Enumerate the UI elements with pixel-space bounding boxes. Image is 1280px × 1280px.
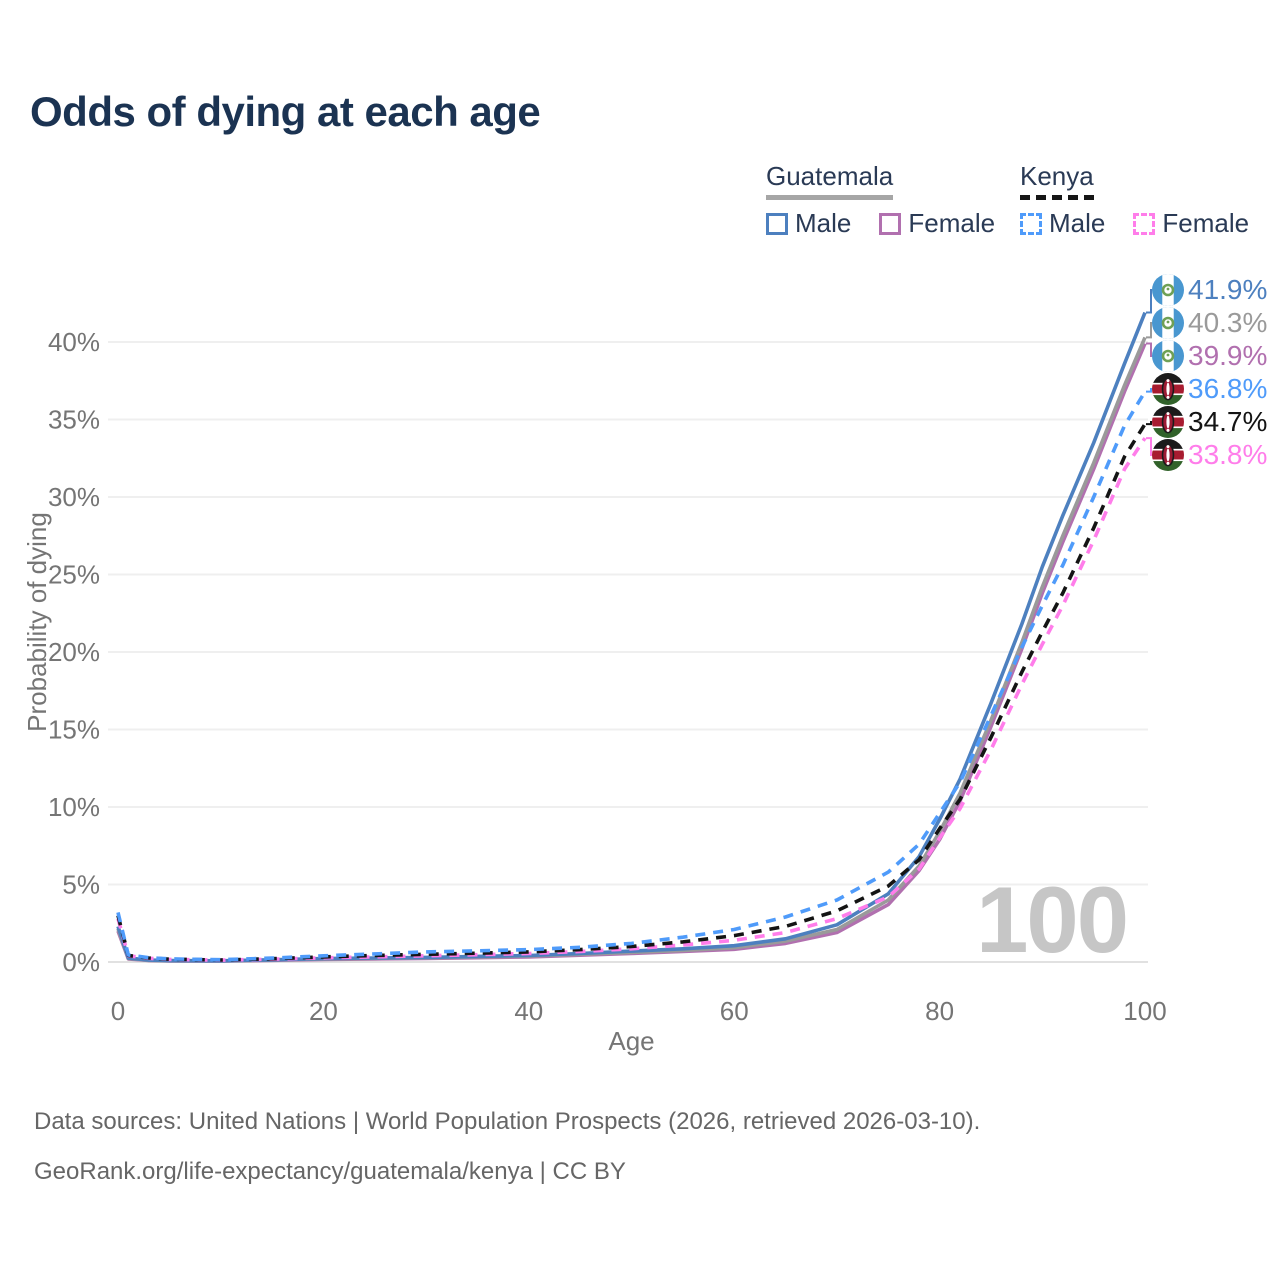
legend-entries-kenya: Male Female: [1020, 208, 1269, 239]
end-label-leader-guatemala-both: [1146, 322, 1152, 339]
data-sources-text: Data sources: United Nations | World Pop…: [34, 1108, 981, 1135]
end-value-label-kenya-both: 34.7%: [1188, 406, 1267, 437]
kenya-female-swatch-icon: [1133, 212, 1156, 235]
legend-entry-guatemala-male[interactable]: Male: [766, 208, 851, 239]
y-tick-label-30pct: 30%: [48, 482, 100, 512]
legend-entry-kenya-male[interactable]: Male: [1020, 208, 1105, 239]
end-value-label-guatemala-male: 41.9%: [1188, 274, 1267, 305]
x-tick-label-40: 40: [514, 996, 543, 1026]
x-tick-label-100: 100: [1123, 996, 1166, 1026]
kenya-flag-icon: [1152, 439, 1184, 471]
y-tick-label-0pct: 0%: [62, 947, 100, 977]
legend: Guatemala Male Female Kenya Male Female: [0, 161, 1280, 251]
legend-country-guatemala[interactable]: Guatemala: [766, 161, 894, 200]
age-watermark: 100: [976, 867, 1127, 972]
attribution-text: GeoRank.org/life-expectancy/guatemala/ke…: [34, 1158, 626, 1185]
y-tick-label-10pct: 10%: [48, 792, 100, 822]
guatemala-female-swatch-icon: [879, 212, 902, 235]
end-value-label-guatemala-female: 39.9%: [1188, 340, 1267, 371]
legend-group-kenya: Kenya Male Female: [1020, 161, 1269, 239]
end-label-leader-guatemala-male: [1146, 289, 1152, 314]
kenya-flag-icon: [1152, 406, 1184, 438]
x-tick-label-60: 60: [720, 996, 749, 1026]
legend-label-kenya-female: Female: [1162, 208, 1250, 238]
y-tick-label-40pct: 40%: [48, 327, 100, 357]
end-label-leader-kenya-both: [1146, 421, 1152, 426]
series-line-kenya-both[interactable]: [116, 423, 1147, 962]
y-tick-label-20pct: 20%: [48, 637, 100, 667]
legend-label-guatemala-male: Male: [795, 208, 852, 238]
series-line-guatemala-male[interactable]: [116, 311, 1147, 963]
legend-entry-kenya-female[interactable]: Female: [1133, 208, 1249, 239]
y-tick-label-35pct: 35%: [48, 405, 100, 435]
legend-label-kenya-male: Male: [1049, 208, 1106, 238]
end-label-leader-kenya-female: [1146, 437, 1152, 456]
y-axis-title: Probability of dying: [22, 512, 52, 732]
series-line-kenya-male[interactable]: [116, 390, 1147, 962]
page-title: Odds of dying at each age: [30, 88, 541, 135]
end-label-leader-guatemala-female: [1146, 342, 1152, 357]
kenya-flag-icon: [1152, 373, 1184, 405]
guatemala-male-swatch-icon: [766, 212, 788, 235]
y-tick-label-5pct: 5%: [62, 870, 100, 900]
y-tick-label-15pct: 15%: [48, 715, 100, 745]
guatemala-flag-icon: [1152, 340, 1184, 372]
x-axis-title: Age: [608, 1026, 654, 1056]
y-tick-label-25pct: 25%: [48, 560, 100, 590]
end-value-label-kenya-male: 36.8%: [1188, 373, 1267, 404]
legend-label-guatemala-female: Female: [908, 208, 996, 238]
series-line-kenya-female[interactable]: [116, 437, 1147, 962]
chart-footer: Data sources: United Nations | World Pop…: [34, 1103, 1234, 1203]
x-tick-label-80: 80: [925, 996, 954, 1026]
guatemala-flag-icon: [1152, 274, 1184, 306]
end-value-label-guatemala-both: 40.3%: [1188, 307, 1267, 338]
x-tick-label-20: 20: [309, 996, 338, 1026]
legend-entries-guatemala: Male Female: [766, 208, 1015, 239]
legend-entry-guatemala-female[interactable]: Female: [879, 208, 995, 239]
x-tick-label-0: 0: [111, 996, 125, 1026]
legend-group-guatemala: Guatemala Male Female: [766, 161, 1015, 239]
kenya-male-swatch-icon: [1020, 212, 1042, 235]
end-label-leader-kenya-male: [1146, 388, 1152, 393]
legend-country-kenya[interactable]: Kenya: [1020, 161, 1094, 200]
end-value-label-kenya-female: 33.8%: [1188, 439, 1267, 470]
guatemala-flag-icon: [1152, 307, 1184, 339]
